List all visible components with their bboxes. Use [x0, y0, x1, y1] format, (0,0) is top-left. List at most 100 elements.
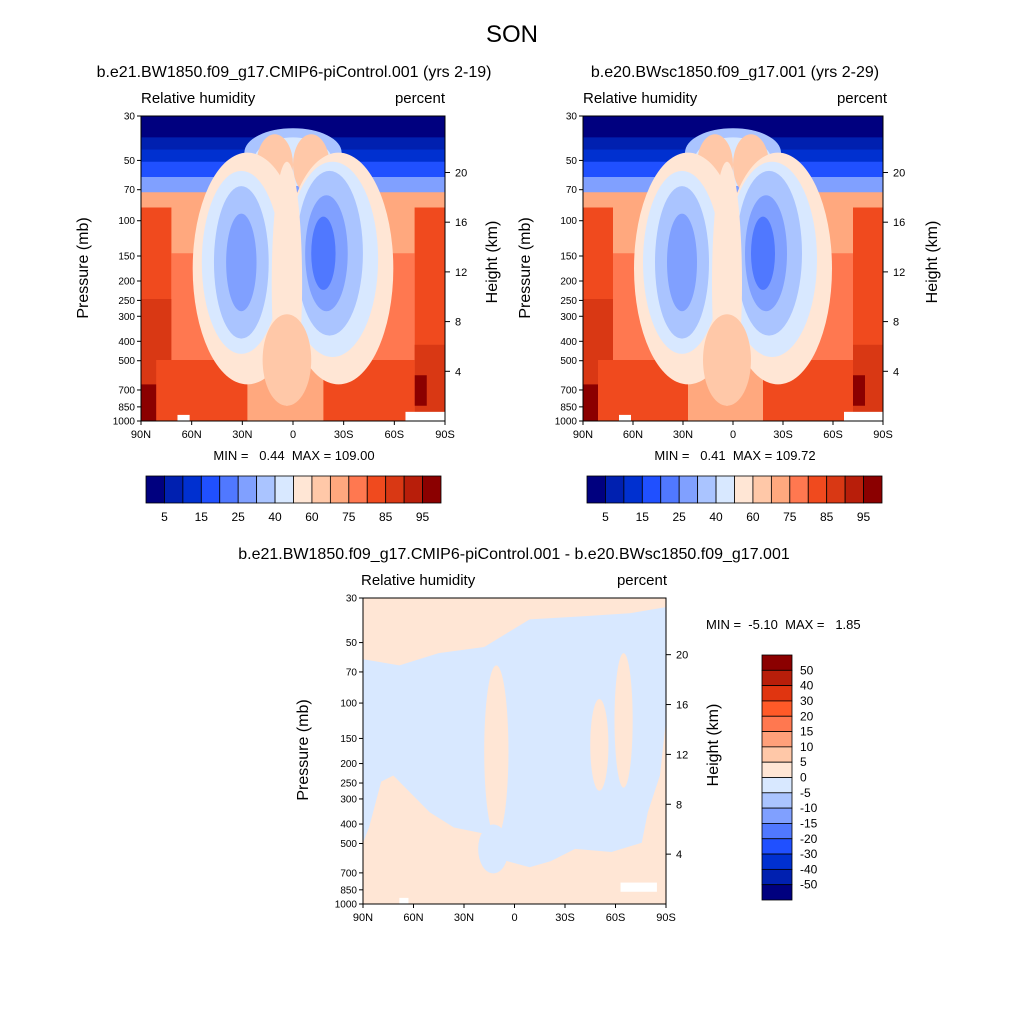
colorbar-swatch	[752, 475, 772, 504]
ytick-label: 700	[560, 385, 577, 396]
colorbar-label: 5	[161, 510, 168, 524]
ytick-label: 850	[560, 402, 577, 413]
ytick-label: 500	[118, 356, 135, 367]
colorbar-label: 60	[305, 510, 319, 524]
y2tick-label: 8	[455, 317, 461, 329]
ytick-label: 70	[124, 185, 136, 196]
panel-1-title: b.e21.BW1850.f09_g17.CMIP6-piControl.001…	[97, 64, 492, 81]
colorbar-label: 85	[820, 510, 834, 524]
panel-1-right-label: percent	[395, 90, 446, 107]
ytick-label: 150	[560, 251, 577, 262]
ytick-label: 300	[560, 312, 577, 323]
y2tick-label: 20	[455, 167, 467, 179]
colorbar-label: -20	[800, 832, 818, 846]
colorbar-swatch	[761, 838, 793, 855]
colorbar-swatch	[182, 475, 202, 504]
panel-2-minmax: MIN = 0.41 MAX = 109.72	[654, 448, 815, 463]
panel-1: b.e21.BW1850.f09_g17.CMIP6-piControl.001…	[75, 64, 501, 524]
xtick-label: 90S	[873, 429, 893, 441]
ytick-label: 30	[346, 594, 358, 605]
diff-positive-patch	[381, 806, 418, 868]
colorbar-swatch	[200, 475, 221, 504]
panel-3-right-label: percent	[617, 572, 668, 589]
ytick-label: 50	[124, 156, 136, 167]
colorbar-swatch	[761, 868, 793, 886]
rh-itcz	[703, 314, 751, 406]
panel-3: b.e21.BW1850.f09_g17.CMIP6-piControl.001…	[238, 546, 860, 924]
ytick-label: 700	[340, 868, 357, 879]
panel-3-y2label: Height (km)	[705, 704, 722, 787]
panel-2: b.e20.BWsc1850.f09_g17.001 (yrs 2-29) Re…	[517, 64, 941, 524]
rh-strat-band	[583, 116, 883, 138]
colorbar-swatch	[145, 475, 165, 504]
ytick-label: 1000	[555, 417, 578, 428]
panel-2-field	[583, 116, 883, 421]
y2tick-label: 16	[455, 217, 467, 229]
colorbar-label: 95	[857, 510, 871, 524]
panel-2-right-label: percent	[837, 90, 888, 107]
y2tick-label: 20	[676, 650, 688, 662]
y2tick-label: 4	[676, 849, 682, 861]
colorbar-swatch	[641, 475, 662, 504]
ytick-label: 150	[118, 251, 135, 262]
colorbar-label: 30	[800, 694, 814, 708]
ytick-label: 250	[560, 296, 577, 307]
colorbar-swatch	[311, 475, 331, 504]
colorbar-swatch	[403, 475, 423, 504]
figure-title: SON	[486, 21, 538, 48]
colorbar-swatch	[715, 475, 735, 504]
ytick-label: 1000	[113, 417, 136, 428]
colorbar-swatch	[660, 475, 680, 504]
xtick-label: 90N	[131, 429, 151, 441]
colorbar-label: 95	[416, 510, 430, 524]
colorbar-swatch	[761, 654, 793, 671]
rh-subtropics-core	[751, 216, 775, 290]
colorbar-label: 40	[800, 679, 814, 693]
panel-1-colorbar: 5 15 25 40 60 75 85 95	[145, 475, 442, 524]
panel-1-ylabel: Pressure (mb)	[75, 217, 92, 318]
diff-positive-tongue	[484, 665, 509, 837]
colorbar-swatch	[697, 475, 717, 504]
rh-itcz	[262, 314, 312, 406]
panel-1-left-label: Relative humidity	[141, 90, 256, 107]
rh-missing	[177, 414, 190, 421]
ytick-label: 850	[340, 885, 357, 896]
colorbar-swatch	[586, 475, 606, 504]
colorbar-label: -50	[800, 878, 818, 892]
colorbar-label: 15	[636, 510, 650, 524]
colorbar-label: 40	[268, 510, 282, 524]
y2tick-label: 12	[893, 267, 905, 279]
colorbar-swatch	[274, 475, 294, 504]
ytick-label: 70	[566, 185, 578, 196]
y2tick-label: 8	[893, 317, 899, 329]
ytick-label: 100	[118, 216, 135, 227]
colorbar-swatch	[761, 761, 793, 778]
colorbar-label: -15	[800, 816, 818, 830]
colorbar-label: 5	[800, 755, 807, 769]
y2tick-label: 12	[455, 267, 467, 279]
panel-3-left-label: Relative humidity	[361, 572, 476, 589]
xtick-label: 60S	[606, 912, 626, 924]
ytick-label: 500	[340, 839, 357, 850]
panel-3-minmax: MIN = -5.10 MAX = 1.85	[706, 617, 861, 632]
ytick-label: 400	[118, 337, 135, 348]
ytick-label: 300	[118, 312, 135, 323]
colorbar-label: 20	[800, 709, 814, 723]
xtick-label: 30N	[454, 912, 474, 924]
xtick-label: 30S	[773, 429, 793, 441]
xtick-label: 0	[511, 912, 517, 924]
colorbar-swatch	[366, 475, 387, 504]
xtick-label: 0	[290, 429, 296, 441]
panel-1-minmax: MIN = 0.44 MAX = 109.00	[213, 448, 374, 463]
diff-negative-patch	[447, 711, 467, 822]
ytick-label: 100	[340, 699, 357, 710]
xtick-label: 60N	[182, 429, 202, 441]
y2tick-label: 4	[455, 366, 461, 378]
diff-missing	[399, 897, 409, 904]
colorbar-swatch	[761, 746, 793, 763]
colorbar-label: -40	[800, 862, 818, 876]
rh-subtropics-dry-n	[667, 213, 697, 312]
diff-positive-patch	[590, 698, 609, 791]
